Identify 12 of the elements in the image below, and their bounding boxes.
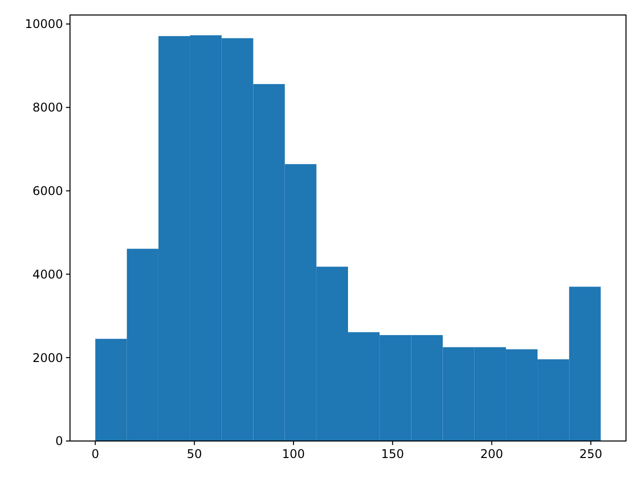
- x-tick-label: 250: [579, 447, 602, 461]
- x-tick-label: 0: [91, 447, 100, 461]
- y-tick-label: 8000: [32, 100, 63, 115]
- x-tick-label: 200: [480, 447, 504, 461]
- y-tick-label: 6000: [32, 184, 63, 198]
- y-tick-label: 0: [55, 434, 63, 448]
- y-tick-label: 4000: [32, 267, 63, 282]
- y-tick-label: 2000: [32, 350, 63, 365]
- x-tick-label: 150: [381, 447, 404, 461]
- x-tick-label: 50: [186, 447, 202, 461]
- x-tick-label: 100: [282, 447, 305, 461]
- y-tick-label: 10000: [24, 17, 63, 32]
